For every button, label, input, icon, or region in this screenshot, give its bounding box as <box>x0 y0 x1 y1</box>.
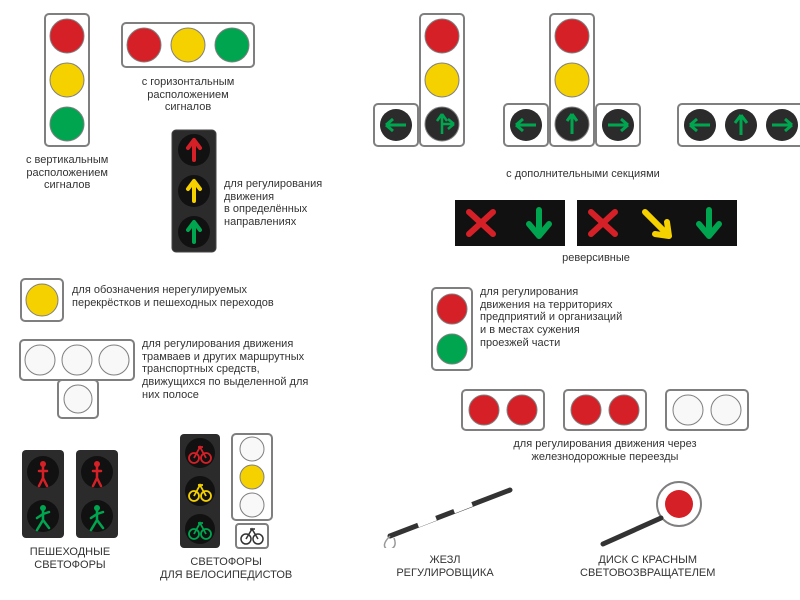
disk-label: ДИСК С КРАСНЫМСВЕТОВОЗВРАЩАТЕЛЕМ <box>580 554 715 579</box>
vertical-label: с вертикальнымрасположениемсигналов <box>26 154 108 192</box>
bicycle-signal: СВЕТОФОРЫДЛЯ ВЕЛОСИПЕДИСТОВ <box>160 432 292 581</box>
railway-label: для регулирования движения черезжелезнод… <box>513 438 696 463</box>
horizontal-label: с горизонтальнымрасположениемсигналов <box>142 76 235 114</box>
disk: ДИСК С КРАСНЫМСВЕТОВОЗВРАЩАТЕЛЕМ <box>580 478 715 579</box>
pedestrian-label: ПЕШЕХОДНЫЕСВЕТОФОРЫ <box>30 546 110 571</box>
bicycle-label: СВЕТОФОРЫДЛЯ ВЕЛОСИПЕДИСТОВ <box>160 556 292 581</box>
reverse-signal: реверсивные <box>455 200 737 265</box>
tram-signal: для регулирования движениятрамваев и дру… <box>18 338 308 420</box>
baton-label: ЖЕЗЛРЕГУЛИРОВЩИКА <box>396 554 493 579</box>
direction-signal: для регулированиядвиженияв определённыхн… <box>170 128 322 254</box>
red-green-signal: для регулированиядвижения на территориях… <box>430 286 622 372</box>
baton: ЖЕЗЛРЕГУЛИРОВЩИКА <box>370 478 520 579</box>
vertical-signal: с вертикальнымрасположениемсигналов <box>26 12 108 192</box>
reverse-label: реверсивные <box>562 252 630 265</box>
horizontal-signal: с горизонтальнымрасположениемсигналов <box>120 20 256 114</box>
pedestrian-signal: ПЕШЕХОДНЫЕСВЕТОФОРЫ <box>20 448 120 571</box>
single-yellow-label: для обозначения нерегулируемыхперекрёстк… <box>72 284 274 309</box>
additional-section: с дополнительными секциями <box>360 12 800 181</box>
red-green-label: для регулированиядвижения на территориях… <box>480 286 622 349</box>
single-yellow: для обозначения нерегулируемыхперекрёстк… <box>18 276 274 324</box>
additional-label: с дополнительными секциями <box>506 168 660 181</box>
direction-label: для регулированиядвиженияв определённыхн… <box>224 178 322 229</box>
railway-signal: для регулирования движения черезжелезнод… <box>460 388 750 463</box>
tram-label: для регулирования движениятрамваев и дру… <box>142 338 308 401</box>
